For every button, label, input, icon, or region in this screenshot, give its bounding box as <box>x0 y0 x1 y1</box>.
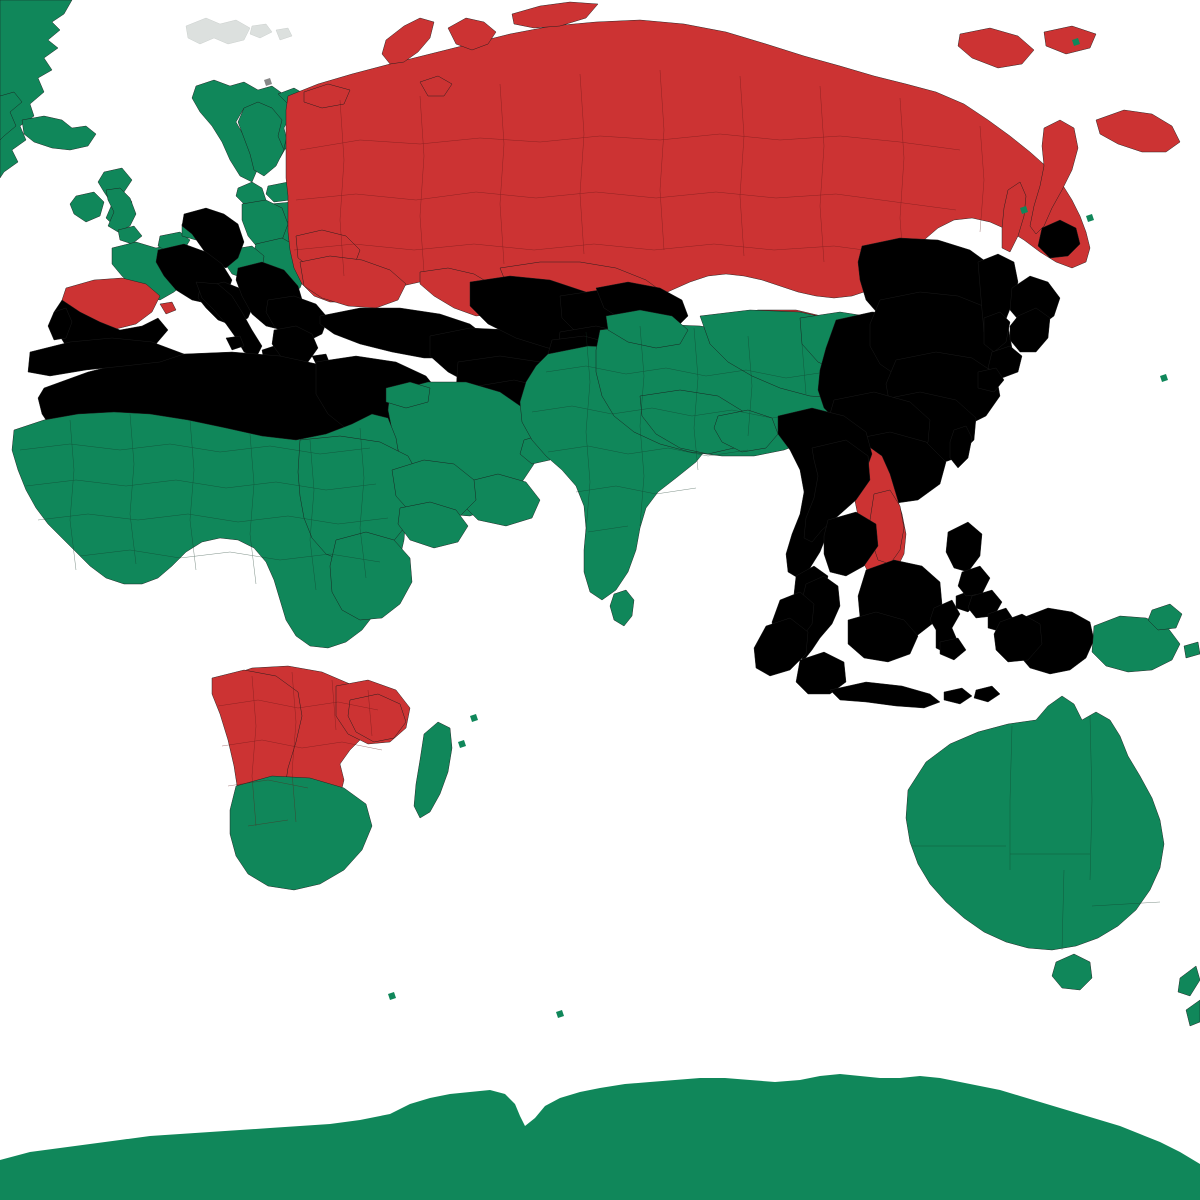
region-subsaharan-africa[interactable] <box>12 412 478 818</box>
region-balearic-islands[interactable] <box>160 302 176 314</box>
africa-subdivision-borders <box>19 413 389 591</box>
russia-subdivision-borders <box>293 69 985 277</box>
region-antarctica[interactable] <box>0 1074 1200 1200</box>
region-greenland[interactable] <box>0 0 72 178</box>
region-australia[interactable] <box>906 696 1200 1026</box>
ocean-small-islands <box>264 38 1168 1018</box>
region-south-africa[interactable] <box>230 776 372 890</box>
region-china[interactable] <box>818 220 1080 524</box>
south-asia-subdivision-borders <box>531 325 867 533</box>
region-southeast-asia[interactable] <box>754 408 1094 708</box>
australia-subdivision-borders <box>912 715 1161 951</box>
region-portugal[interactable] <box>48 308 72 340</box>
region-svalbard[interactable] <box>185 17 293 45</box>
southern-africa-subdivision-borders <box>217 671 383 827</box>
region-papua-new-guinea[interactable] <box>1092 604 1200 672</box>
region-central-europe[interactable] <box>156 208 330 378</box>
region-british-isles[interactable] <box>70 168 142 244</box>
region-iceland[interactable] <box>22 116 96 150</box>
